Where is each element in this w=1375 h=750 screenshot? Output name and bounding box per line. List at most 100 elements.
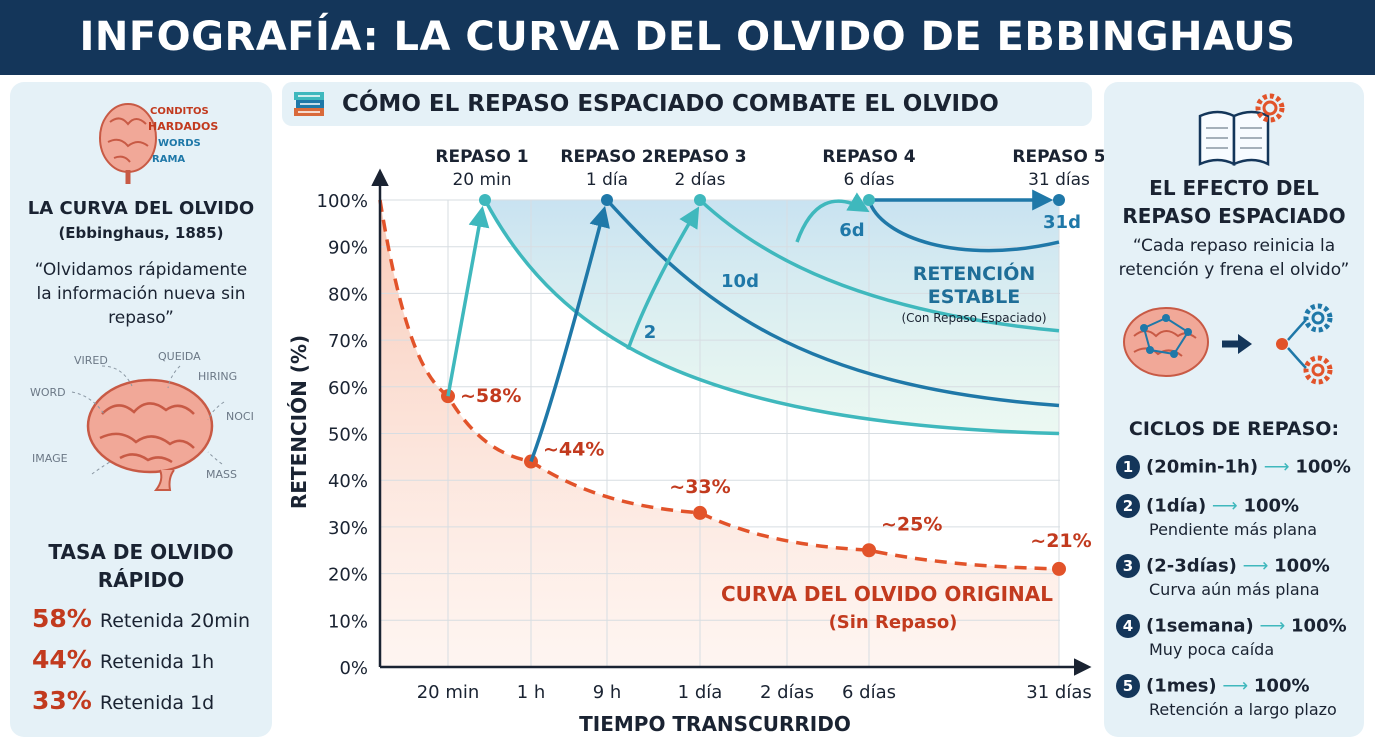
series-note: (Sin Repaso) xyxy=(829,612,958,633)
cycle-title: (1semana) xyxy=(1146,615,1254,637)
y-tick-label: 10% xyxy=(328,611,368,632)
y-tick-label: 90% xyxy=(328,238,368,259)
right-panel: EL EFECTO DEL REPASO ESPACIADO “Cada rep… xyxy=(1104,82,1364,737)
stable-note: (Con Repaso Espaciado) xyxy=(901,311,1046,325)
cycle-item: 1 (20min-1h) ⟶ 100% xyxy=(1116,455,1356,479)
review-label: REPASO 1 xyxy=(435,147,528,167)
review-gap-label: 10d xyxy=(721,271,759,292)
review-gap-label: 6d xyxy=(839,220,864,241)
cycle-title: (2-3días) xyxy=(1146,555,1237,577)
cycles-heading: CICLOS DE REPASO: xyxy=(1128,418,1340,440)
stable-label: RETENCIÓN ESTABLE xyxy=(913,261,1036,308)
gear-icon xyxy=(1303,355,1333,385)
stat-label: Retenida 1h xyxy=(99,651,215,673)
review-time: 6 días xyxy=(843,170,894,190)
review-label: REPASO 3 xyxy=(653,147,746,167)
review-peak-point xyxy=(863,194,875,206)
x-tick-label: 2 días xyxy=(760,682,814,703)
review-boost-arrow xyxy=(446,205,490,397)
review-time: 1 día xyxy=(586,170,628,190)
cycle-result: 100% xyxy=(1274,555,1330,577)
stable-retention-area xyxy=(485,200,1059,434)
review-boost-arrow xyxy=(795,192,870,243)
forgetting-point-label: ~25% xyxy=(881,513,942,535)
stat-row: 58% Retenida 20min xyxy=(32,604,250,633)
review-decay-curve xyxy=(605,198,1060,408)
review-decay-curve xyxy=(483,199,1060,436)
cycle-note: Retención a largo plazo xyxy=(1149,700,1337,719)
review-decay-curve xyxy=(867,199,1060,253)
brain-word: CONDITOS xyxy=(150,106,209,117)
brain-icon xyxy=(86,378,214,491)
cycle-note: Muy poca caída xyxy=(1149,640,1275,659)
x-tick-label: 20 min xyxy=(417,682,480,703)
review-gap-label: 31d xyxy=(1043,212,1081,233)
y-tick-label: 100% xyxy=(317,191,368,212)
stat-row: 33% Retenida 1d xyxy=(32,686,214,715)
right-heading: EL EFECTO DEL REPASO ESPACIADO xyxy=(1122,176,1346,228)
cycle-item: 5 (1mes) ⟶ 100% Retención a largo plazo xyxy=(1116,674,1356,719)
cycle-title: (20min-1h) xyxy=(1146,456,1259,478)
gear-icon xyxy=(1303,303,1333,333)
stat-label: Retenida 20min xyxy=(99,610,251,632)
cycle-number: 5 xyxy=(1116,674,1140,698)
forgetting-point xyxy=(693,505,707,520)
brain-word: VIRED xyxy=(74,354,108,367)
brain-icon xyxy=(1123,307,1209,377)
x-tick-label: 31 días xyxy=(1026,682,1091,703)
left-citation: (Ebbinghaus, 1885) xyxy=(58,224,224,242)
forgetting-area xyxy=(380,200,1059,667)
cycle-item: 2 (1día) ⟶ 100% Pendiente más plana xyxy=(1116,494,1356,539)
cycle-result: 100% xyxy=(1243,495,1300,517)
book-gear-illustration xyxy=(1198,93,1285,167)
stat-pct: 58% xyxy=(32,604,92,633)
forgetting-point-label: ~33% xyxy=(669,476,730,498)
brain-word: HARDADOS xyxy=(148,120,218,133)
cycle-note: Curva aún más plana xyxy=(1149,580,1320,599)
y-tick-label: 20% xyxy=(328,565,368,586)
brain-word: RAMA xyxy=(152,154,185,165)
review-time: 31 días xyxy=(1028,170,1090,190)
review-peak-point xyxy=(694,194,706,206)
left-panel: CONDITOS HARDADOS WORDS RAMA LA CURVA DE… xyxy=(10,82,272,737)
forgetting-point-label: ~21% xyxy=(1030,530,1091,552)
cycle-result: 100% xyxy=(1295,456,1351,478)
x-tick-label: 1 h xyxy=(517,682,546,703)
brain-word: IMAGE xyxy=(32,452,68,465)
brain-network-illustration: VIRED QUEIDA HIRING WORD NOCI IMAGE MASS xyxy=(30,350,254,491)
cycle-title: (1día) xyxy=(1146,495,1207,517)
x-tick-label: 9 h xyxy=(593,682,622,703)
review-boost-arrow xyxy=(529,205,610,463)
brain-word: MASS xyxy=(206,468,237,481)
review-label: REPASO 2 xyxy=(560,147,653,167)
rate-heading: TASA DE OLVIDO RÁPIDO xyxy=(48,540,234,592)
chart-subtitle: CÓMO EL REPASO ESPACIADO COMBATE EL OLVI… xyxy=(342,91,999,117)
brain-words-illustration: CONDITOS HARDADOS WORDS RAMA xyxy=(99,103,218,184)
y-tick-label: 50% xyxy=(328,425,368,446)
review-decay-curve xyxy=(698,198,1060,333)
stat-label: Retenida 1d xyxy=(99,692,215,714)
y-tick-label: 40% xyxy=(328,471,368,492)
cycle-result: 100% xyxy=(1253,675,1310,697)
forgetting-curve-line xyxy=(378,199,1060,571)
brain-word: WORD xyxy=(30,386,66,399)
forgetting-point xyxy=(862,543,876,558)
stat-pct: 33% xyxy=(32,686,92,715)
forgetting-point xyxy=(1052,561,1066,576)
page-title: INFOGRAFÍA: LA CURVA DEL OLVIDO DE EBBIN… xyxy=(0,0,1375,75)
cycle-item: 4 (1semana) ⟶ 100% Muy poca caída xyxy=(1116,614,1356,659)
brain-word: QUEIDA xyxy=(158,350,201,363)
brain-word: WORDS xyxy=(158,138,201,149)
review-label: REPASO 5 xyxy=(1012,147,1105,167)
cycle-result: 100% xyxy=(1291,615,1347,637)
open-book-icon xyxy=(1198,110,1270,167)
cycle-number: 3 xyxy=(1116,554,1140,578)
y-tick-label: 80% xyxy=(328,284,368,305)
review-peak-point xyxy=(1053,194,1065,206)
right-quote: “Cada repaso reinicia la retención y fre… xyxy=(1118,236,1350,280)
brain-word: HIRING xyxy=(198,370,237,383)
y-tick-label: 60% xyxy=(328,378,368,399)
subtitle-bar xyxy=(282,82,1092,126)
brain-icon xyxy=(99,103,157,184)
y-tick-label: 0% xyxy=(339,658,368,679)
